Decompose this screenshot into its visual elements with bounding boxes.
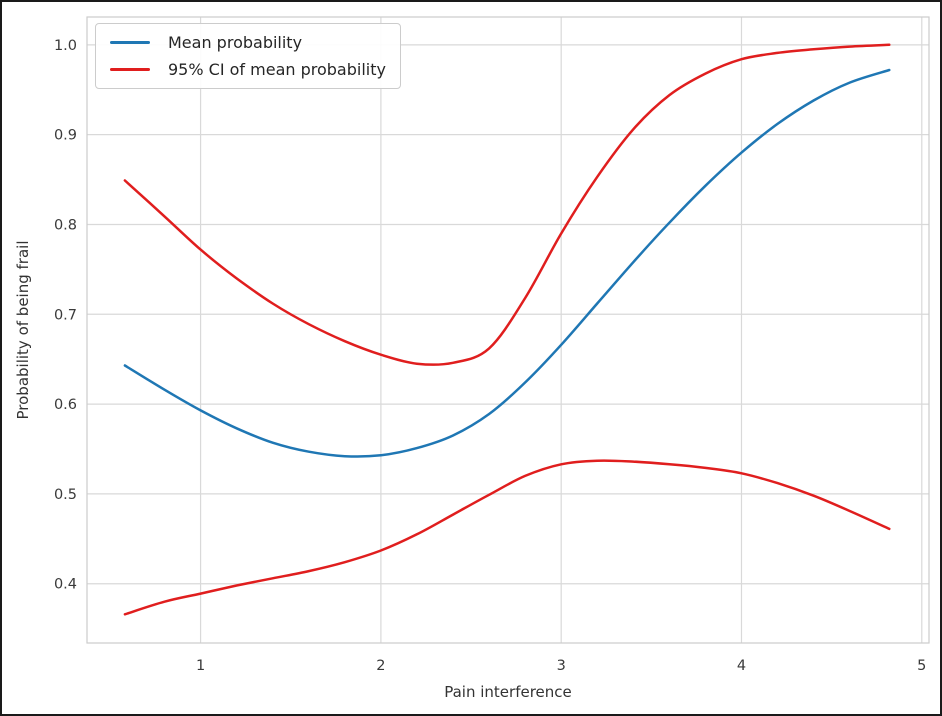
y-tick-label: 0.9 — [54, 128, 77, 144]
legend-line-swatch-mean — [110, 41, 150, 44]
y-tick-label: 0.7 — [54, 307, 77, 323]
legend: Mean probability 95% CI of mean probabil… — [95, 23, 401, 89]
y-axis-label: Probability of being frail — [14, 240, 32, 420]
y-tick-label: 0.8 — [54, 217, 77, 233]
y-tick-label: 1.0 — [54, 38, 77, 54]
plot-border — [86, 16, 930, 644]
y-tick-label: 0.6 — [54, 397, 77, 413]
x-tick-label: 3 — [557, 658, 566, 674]
x-tick-label: 5 — [917, 658, 926, 674]
x-axis-label: Pain interference — [444, 683, 572, 701]
x-tick-label: 1 — [196, 658, 205, 674]
legend-label-ci: 95% CI of mean probability — [168, 60, 386, 79]
mean-probability-line — [123, 68, 891, 458]
legend-label-mean: Mean probability — [168, 33, 303, 52]
legend-line-swatch-ci — [110, 68, 150, 71]
ci-upper-line — [123, 43, 891, 366]
legend-item-mean: Mean probability — [110, 33, 386, 52]
y-tick-label: 0.4 — [54, 577, 77, 593]
y-tick-label: 0.5 — [54, 487, 77, 503]
legend-item-ci: 95% CI of mean probability — [110, 60, 386, 79]
x-tick-label: 2 — [376, 658, 385, 674]
ci-lower-line — [123, 459, 891, 616]
x-tick-label: 4 — [737, 658, 746, 674]
